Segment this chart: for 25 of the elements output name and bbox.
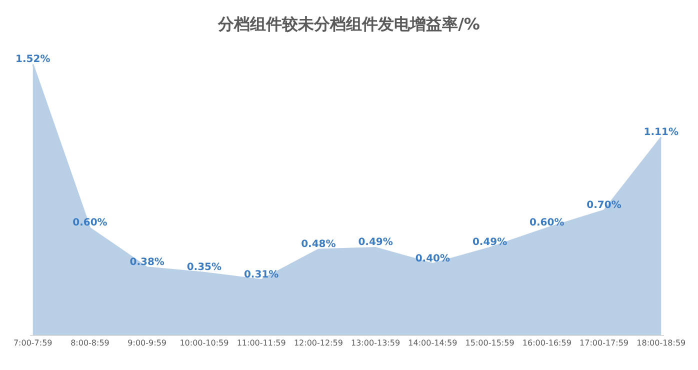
data-label: 0.48%: [301, 239, 336, 250]
x-tick-label: 18:00-18:59: [636, 338, 686, 348]
x-tick-label: 12:00-12:59: [294, 338, 343, 348]
data-label: 0.60%: [72, 218, 108, 229]
data-label: 1.11%: [644, 126, 678, 138]
data-label: 0.31%: [244, 269, 279, 280]
data-label: 0.49%: [358, 237, 393, 248]
x-tick-label: 11:00-11:59: [236, 338, 286, 348]
x-tick-label: 17:00-17:59: [580, 338, 629, 348]
data-label: 0.70%: [586, 200, 622, 211]
data-label: 0.38%: [130, 256, 164, 268]
data-label: 0.60%: [530, 218, 564, 229]
data-label: 0.40%: [415, 253, 450, 264]
x-tick-label: 10:00-10:59: [180, 338, 229, 348]
x-tick-label: 8:00-8:59: [70, 338, 110, 348]
data-label: 1.52%: [16, 54, 50, 65]
data-label: 0.49%: [472, 237, 508, 248]
data-label: 0.35%: [186, 262, 222, 274]
chart-title: 分档组件较未分档组件发电增益率/%: [217, 14, 480, 34]
x-tick-label: 15:00-15:59: [465, 338, 514, 348]
x-tick-label: 16:00-16:59: [522, 338, 572, 348]
x-tick-label: 13:00-13:59: [351, 338, 400, 348]
x-tick-label: 9:00-9:59: [128, 338, 167, 348]
x-tick-label: 14:00-14:59: [408, 338, 458, 348]
x-tick-label: 7:00-7:59: [13, 338, 52, 348]
